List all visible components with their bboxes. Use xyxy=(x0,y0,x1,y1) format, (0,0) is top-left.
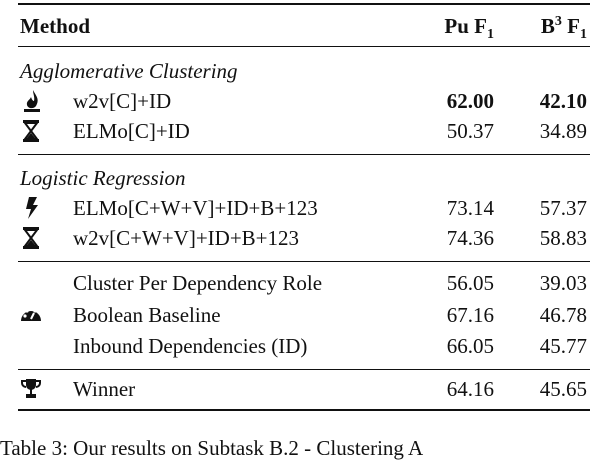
pu-score: 62.00 xyxy=(446,89,494,113)
hourglass-icon xyxy=(23,227,39,249)
method: Cluster Per Dependency Role xyxy=(73,271,323,295)
b3-score: 46.78 xyxy=(539,303,587,327)
pu-score: 73.14 xyxy=(446,196,494,220)
page: Method Pu F1 B3 F1 Agglomerative Cluster… xyxy=(0,3,590,460)
pu-score: 56.05 xyxy=(446,271,494,295)
method: ELMo[C+W+V]+ID+B+123 xyxy=(73,196,318,220)
hourglass-icon xyxy=(23,120,39,142)
pu-score: 67.16 xyxy=(446,303,494,327)
b3-score: 42.10 xyxy=(539,89,587,113)
pu-score: 74.36 xyxy=(446,226,494,250)
section-title: Logistic Regression xyxy=(20,166,186,190)
method: ELMo[C]+ID xyxy=(73,119,190,143)
header-b3-base: B xyxy=(540,14,555,38)
header-pu: Pu F1 xyxy=(444,14,494,42)
method: w2v[C]+ID xyxy=(73,89,172,113)
header-pu-text: Pu F xyxy=(444,14,487,38)
b3-score: 57.37 xyxy=(539,196,587,220)
method: Boolean Baseline xyxy=(73,303,221,327)
section-rule xyxy=(18,261,590,262)
section-rule xyxy=(18,369,590,370)
caption: Table 3: Our results on Subtask B.2 - Cl… xyxy=(0,436,424,460)
header-b3-sup: 3 xyxy=(554,14,562,29)
method: w2v[C+W+V]+ID+B+123 xyxy=(73,226,300,250)
b3-score: 39.03 xyxy=(539,271,587,295)
section-title: Agglomerative Clustering xyxy=(20,59,238,83)
trophy-icon xyxy=(21,379,41,398)
gauge-icon xyxy=(21,307,41,321)
header-b3-text: F xyxy=(567,14,580,38)
pu-score: 66.05 xyxy=(446,334,494,358)
flame-icon xyxy=(24,90,40,112)
b3-score: 45.65 xyxy=(539,377,587,401)
method: Winner xyxy=(73,377,136,401)
header-rule xyxy=(18,46,590,47)
bottom-rule xyxy=(18,409,590,411)
header-b3-sub: 1 xyxy=(580,27,587,43)
top-rule xyxy=(18,3,590,5)
pu-score: 50.37 xyxy=(446,119,494,143)
header-method: Method xyxy=(20,14,90,38)
section-rule xyxy=(18,154,590,155)
header-b3: B3 F1 xyxy=(540,14,587,42)
pu-score: 64.16 xyxy=(446,377,494,401)
method: Inbound Dependencies (ID) xyxy=(73,334,308,358)
bolt-icon xyxy=(26,197,38,219)
header-pu-sub: 1 xyxy=(487,27,494,43)
b3-score: 34.89 xyxy=(539,119,587,143)
b3-score: 45.77 xyxy=(539,334,587,358)
b3-score: 58.83 xyxy=(539,226,587,250)
